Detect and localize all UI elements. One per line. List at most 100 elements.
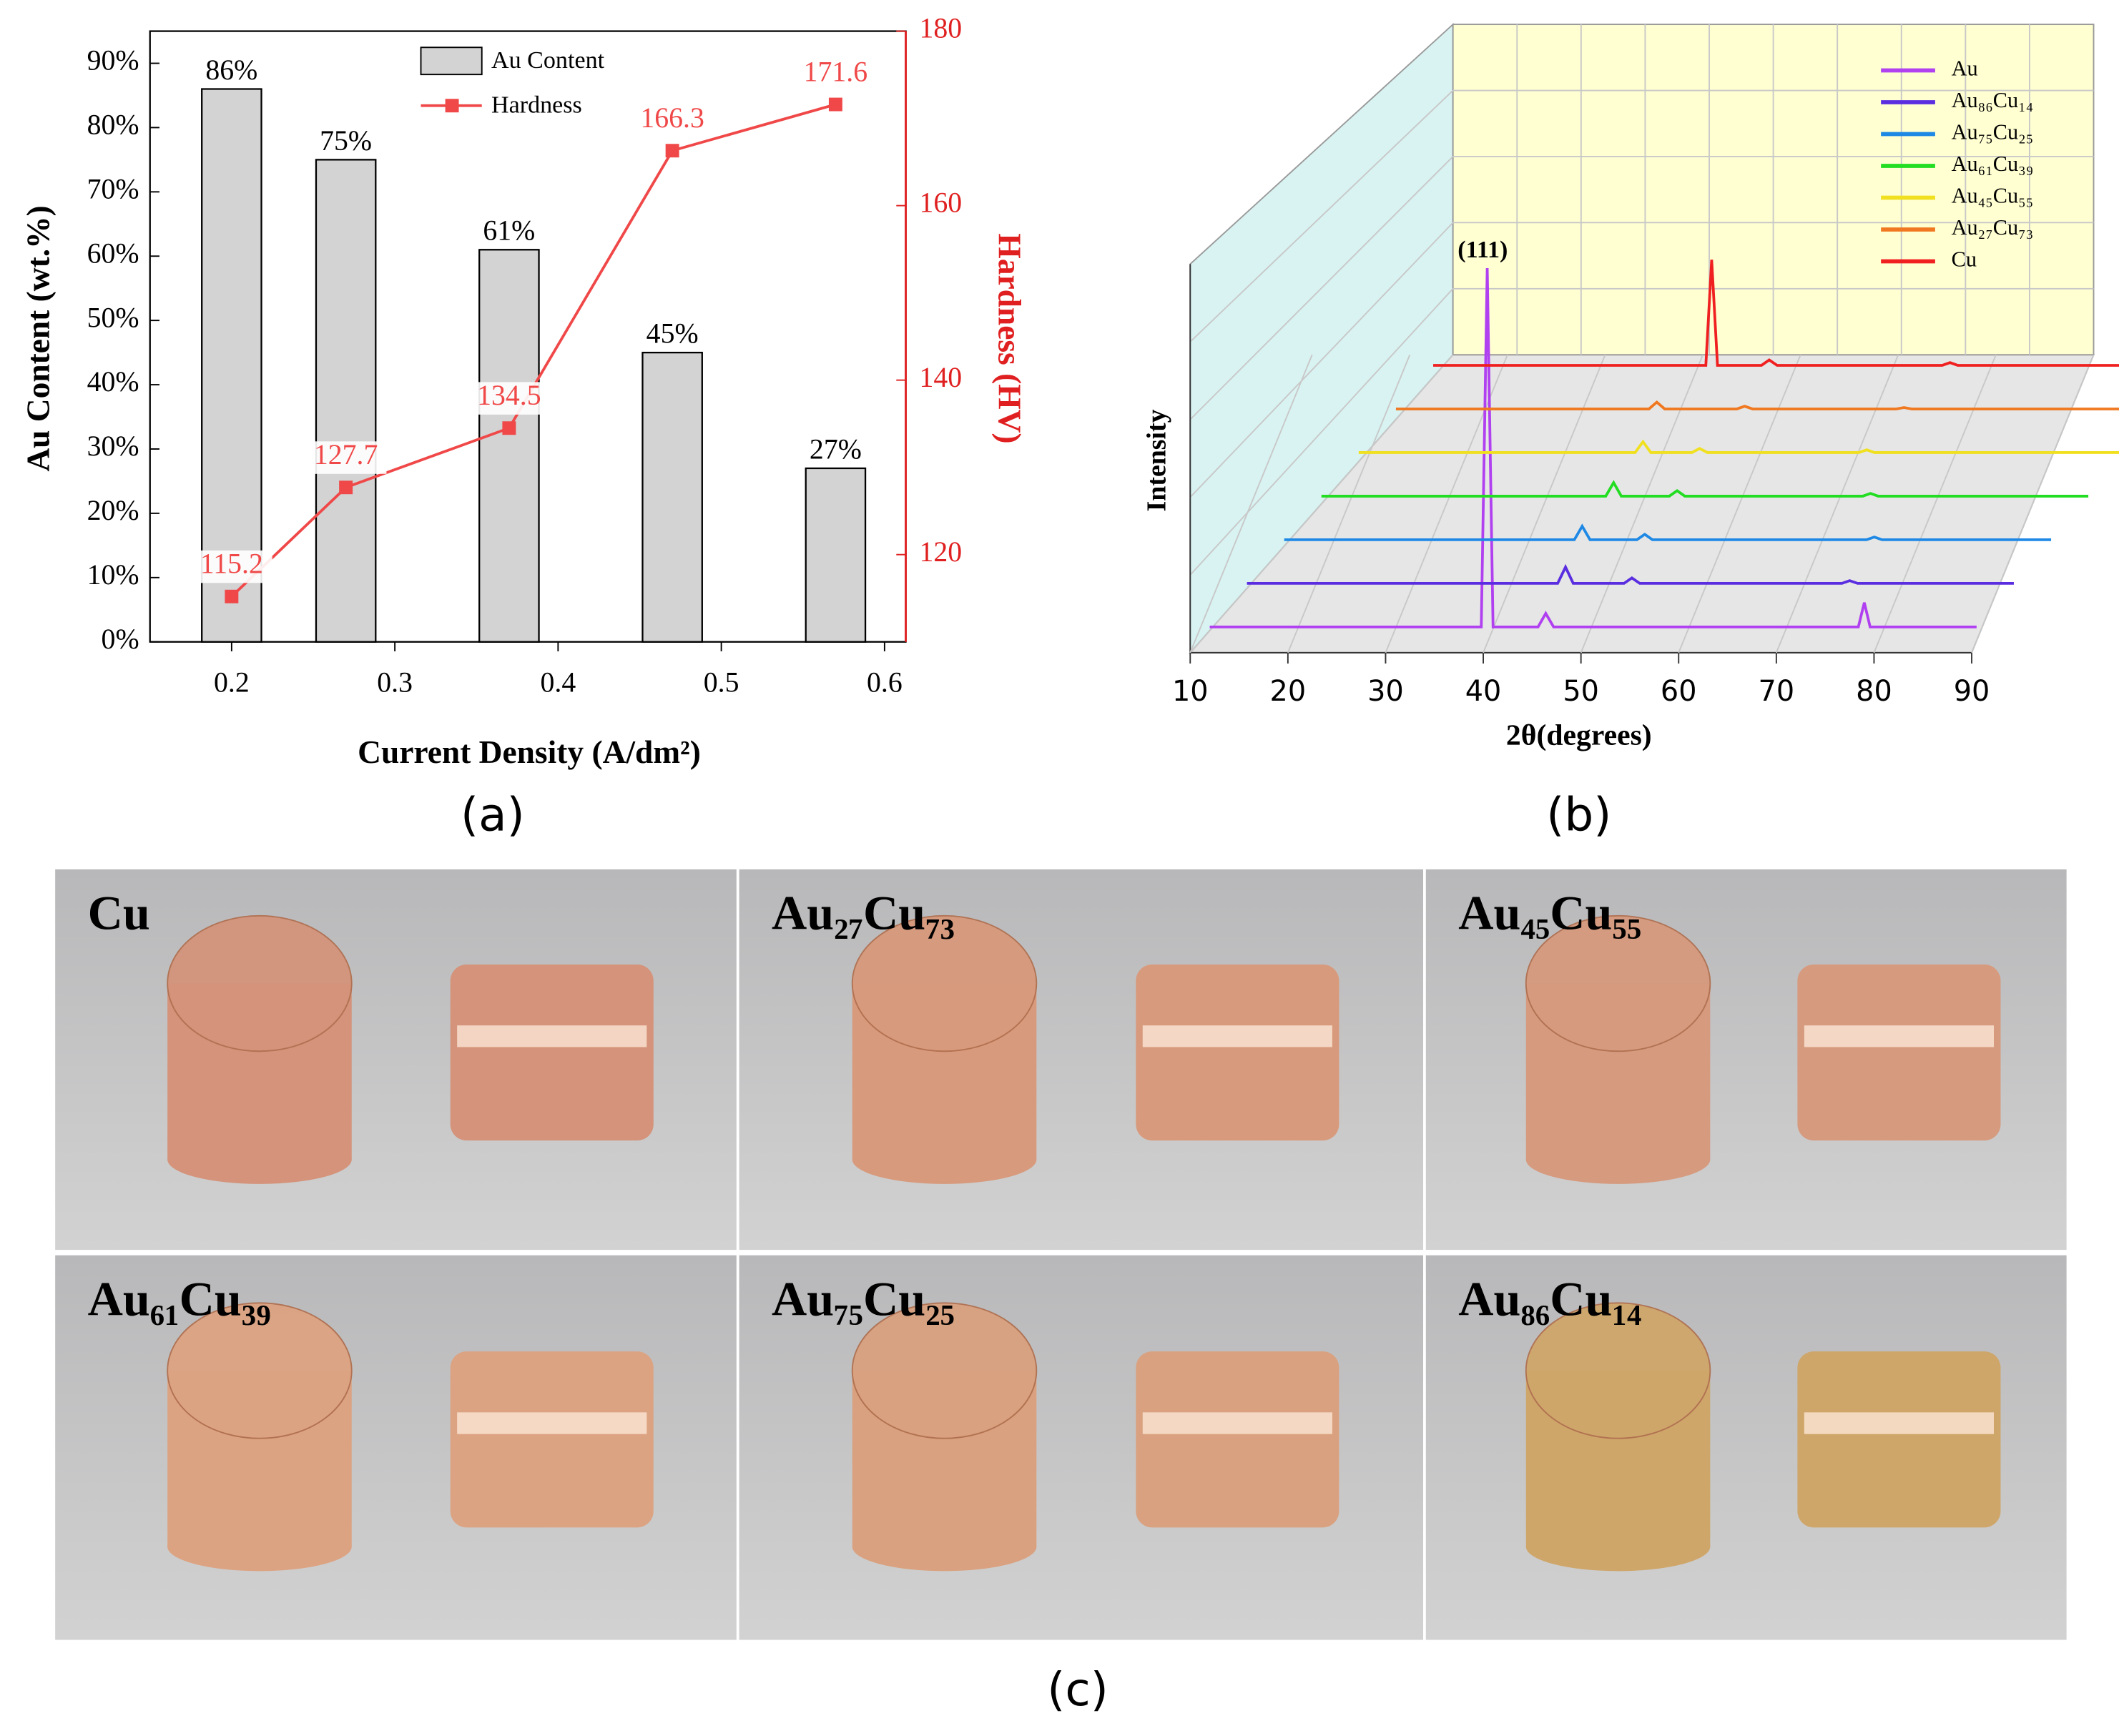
cylinder-side	[450, 964, 654, 1141]
y-tick-label: 10%	[87, 559, 139, 591]
floor-grid-line	[1580, 354, 1703, 654]
legend-label: Cu	[1952, 247, 1977, 271]
xrd-line	[1321, 480, 2089, 498]
annotation: (111)	[1457, 237, 1508, 263]
legend-label: Au	[1952, 56, 1978, 80]
y-axis-title: Au Content (wt.%)	[20, 205, 56, 471]
bar	[201, 88, 262, 643]
legend-marker	[445, 99, 459, 113]
x-tick-label: 0.2	[214, 666, 250, 698]
cylinder-base	[167, 1522, 352, 1572]
wall-grid-line	[1189, 156, 1454, 420]
y2-tick-label: 140	[919, 362, 962, 393]
x-tick-label: 90	[1954, 675, 1990, 708]
x-tick-label: 20	[1270, 675, 1307, 708]
point	[502, 421, 516, 435]
photo-label: Au₆₁Cu₃₉	[88, 1271, 271, 1326]
legend-swatch	[420, 46, 483, 76]
x-tick-label: 0.6	[867, 666, 903, 698]
x-tick-label: 60	[1661, 675, 1697, 708]
legend-label: Hardness	[491, 92, 582, 118]
photo-label: Cu	[88, 886, 150, 940]
point-label: 134.5	[477, 380, 541, 411]
label-bg	[468, 382, 550, 415]
y-tick-label: 0%	[102, 623, 139, 655]
x-tick-label: 0.4	[541, 666, 576, 698]
y-tick-label: 50%	[87, 302, 139, 333]
highlight	[457, 1412, 647, 1434]
wall-grid-line	[1189, 89, 1454, 342]
point	[828, 97, 842, 112]
point-label: 171.6	[804, 56, 867, 88]
xrd-line	[1395, 400, 2119, 410]
panel-label: (b)	[1546, 789, 1611, 842]
bar	[641, 351, 703, 643]
legend-label: Au₇₅Cu₂₅	[1952, 119, 2034, 144]
xrd-line	[1209, 267, 1977, 628]
photo-label: Au₂₇Cu₇₃	[772, 886, 955, 940]
y-tick-label: 70%	[87, 173, 139, 204]
floor-grid-line	[1483, 354, 1606, 654]
point	[225, 589, 239, 603]
panel-label: (a)	[461, 789, 525, 842]
bar-label: 45%	[646, 318, 699, 350]
highlight	[1804, 1412, 1994, 1434]
y-tick-label: 20%	[87, 495, 139, 526]
photo-label: Au₈₆Cu₁₄	[1458, 1271, 1641, 1326]
cylinder-side	[1136, 1351, 1339, 1528]
cylinder-base	[852, 1135, 1037, 1184]
wall-grid-line	[1189, 354, 1454, 654]
y-tick-label: 40%	[87, 366, 139, 398]
highlight	[457, 1025, 647, 1047]
bar	[315, 159, 377, 643]
point	[339, 480, 353, 495]
legend-label: Au₂₇Cu₇₃	[1952, 215, 2034, 240]
x-tick-label: 0.5	[704, 666, 739, 698]
point	[665, 144, 679, 158]
cylinder-base	[852, 1522, 1037, 1572]
y2-tick-label: 120	[919, 536, 962, 568]
point-label: 166.3	[640, 102, 704, 134]
xrd-line	[1358, 439, 2119, 454]
cylinder-top	[167, 914, 353, 1052]
point-label: 127.7	[314, 439, 378, 470]
y-tick-label: 90%	[87, 45, 139, 77]
xrd-line	[1247, 563, 2014, 585]
floor-grid-line	[1775, 354, 1899, 654]
highlight	[1142, 1025, 1332, 1047]
bar-label: 86%	[205, 54, 257, 86]
y-tick-label: 30%	[87, 430, 139, 462]
cylinder-top	[167, 1302, 353, 1439]
bar	[478, 249, 540, 643]
y2-axis-title: Hardness (HV)	[991, 233, 1028, 443]
wall-grid-line	[1189, 222, 1454, 498]
bar-label: 75%	[320, 125, 372, 157]
x-tick-label: 80	[1856, 675, 1892, 708]
y-tick-label: 80%	[87, 109, 139, 141]
cylinder-base	[167, 1135, 352, 1184]
legend-label: Au₈₆Cu₁₄	[1952, 88, 2034, 112]
x-tick-label: 70	[1759, 675, 1795, 708]
cylinder-top	[851, 1302, 1038, 1439]
floor-grid-line	[1971, 354, 2095, 654]
wall-grid-line	[1189, 288, 1454, 576]
photo-label: Au₇₅Cu₂₅	[772, 1271, 955, 1326]
label-bg	[795, 58, 877, 92]
floor-grid-line	[1189, 354, 1313, 654]
x-tick-label: 0.3	[377, 666, 413, 698]
wall-grid	[1189, 24, 2094, 654]
photo-label: Au₄₅Cu₅₅	[1458, 886, 1641, 940]
cylinder-base	[1525, 1135, 1711, 1184]
point-label: 115.2	[200, 548, 263, 580]
legend-label: Au₄₅Cu₅₅	[1952, 183, 2034, 207]
floor-grid-line	[1287, 354, 1411, 654]
bar-label: 61%	[483, 215, 535, 247]
label-bg	[191, 550, 272, 583]
x-axis-title: 2θ(degrees)	[1506, 719, 1652, 752]
x-tick-label: 50	[1563, 675, 1599, 708]
bar	[805, 467, 867, 643]
x-tick-label: 40	[1465, 675, 1502, 708]
legend-label: Au Content	[491, 47, 605, 74]
y2-tick-label: 160	[919, 187, 962, 219]
